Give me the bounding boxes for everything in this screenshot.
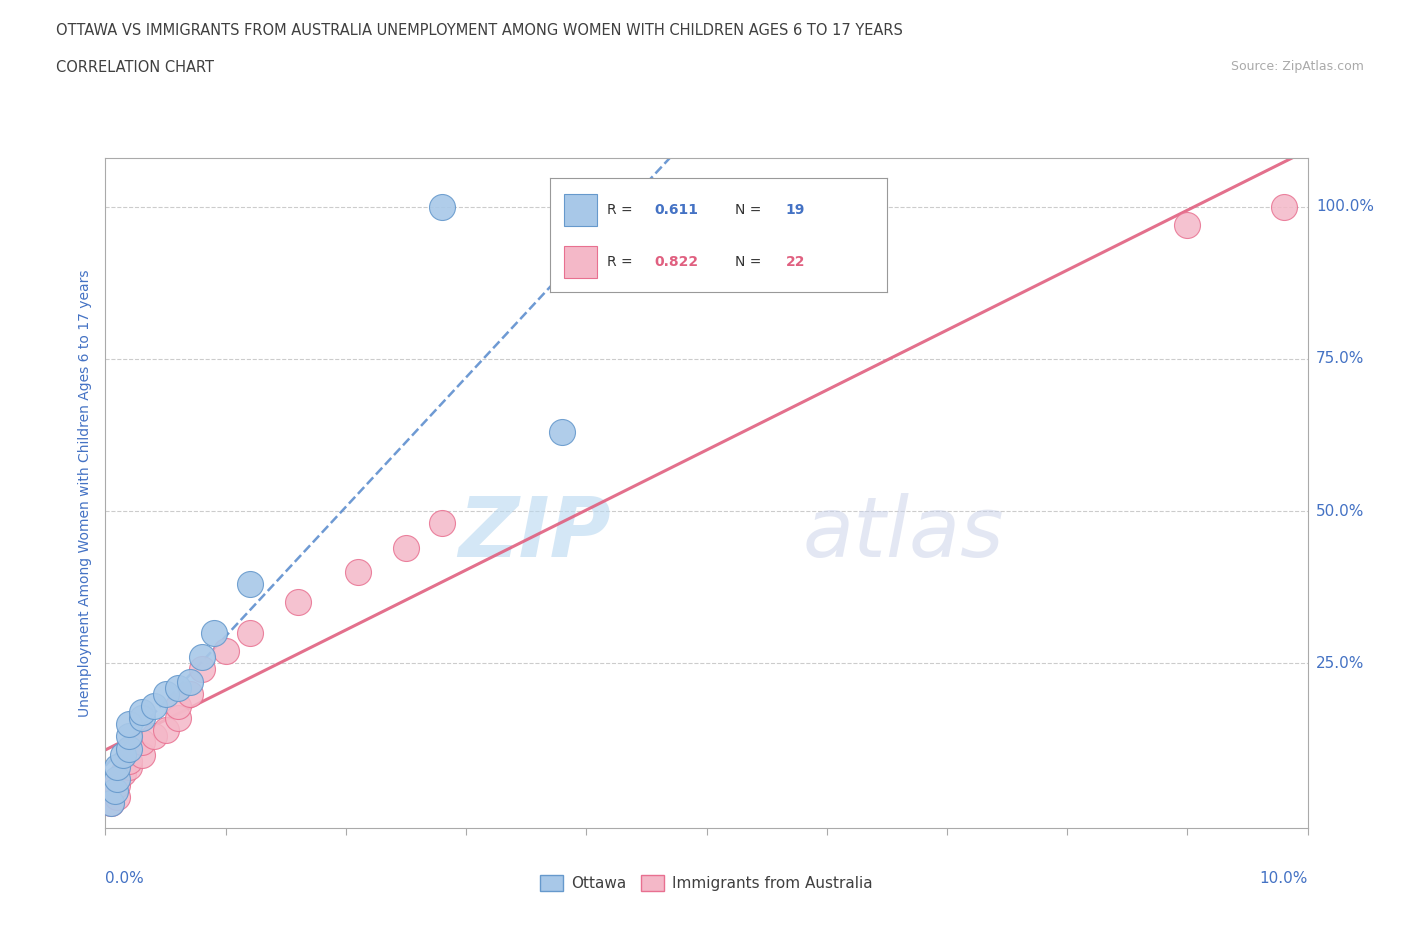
Point bbox=[131, 735, 153, 750]
Text: 100.0%: 100.0% bbox=[1316, 199, 1374, 214]
Point bbox=[179, 686, 201, 701]
Point bbox=[155, 723, 177, 737]
Point bbox=[395, 540, 418, 555]
Point bbox=[100, 796, 122, 811]
Text: CORRELATION CHART: CORRELATION CHART bbox=[56, 60, 214, 75]
Text: OTTAWA VS IMMIGRANTS FROM AUSTRALIA UNEMPLOYMENT AMONG WOMEN WITH CHILDREN AGES : OTTAWA VS IMMIGRANTS FROM AUSTRALIA UNEM… bbox=[56, 23, 903, 38]
Point bbox=[347, 565, 370, 579]
Point bbox=[239, 577, 262, 591]
Point bbox=[131, 747, 153, 762]
Text: 25.0%: 25.0% bbox=[1316, 656, 1364, 671]
Point bbox=[190, 650, 212, 665]
Point bbox=[104, 784, 127, 799]
Point bbox=[202, 626, 225, 641]
Text: 75.0%: 75.0% bbox=[1316, 352, 1364, 366]
Point bbox=[112, 747, 135, 762]
Point bbox=[107, 760, 129, 775]
Point bbox=[179, 674, 201, 689]
Point bbox=[118, 753, 141, 768]
Text: ZIP: ZIP bbox=[458, 493, 610, 574]
Text: Source: ZipAtlas.com: Source: ZipAtlas.com bbox=[1230, 60, 1364, 73]
Point bbox=[131, 705, 153, 720]
Point bbox=[118, 717, 141, 732]
Point bbox=[430, 199, 453, 214]
Point bbox=[107, 790, 129, 804]
Point bbox=[551, 425, 574, 440]
Text: 0.0%: 0.0% bbox=[105, 871, 145, 886]
Legend: Ottawa, Immigrants from Australia: Ottawa, Immigrants from Australia bbox=[534, 869, 879, 897]
Y-axis label: Unemployment Among Women with Children Ages 6 to 17 years: Unemployment Among Women with Children A… bbox=[79, 269, 93, 717]
Text: 50.0%: 50.0% bbox=[1316, 504, 1364, 519]
Point bbox=[430, 516, 453, 531]
Point bbox=[112, 765, 135, 780]
Text: atlas: atlas bbox=[803, 493, 1004, 574]
Point bbox=[100, 796, 122, 811]
Point bbox=[118, 729, 141, 744]
Point bbox=[166, 711, 188, 725]
Point bbox=[107, 777, 129, 792]
Point bbox=[155, 686, 177, 701]
Point bbox=[131, 711, 153, 725]
Point bbox=[142, 698, 165, 713]
Point bbox=[118, 760, 141, 775]
Point bbox=[190, 662, 212, 677]
Point bbox=[214, 644, 236, 658]
Point bbox=[107, 772, 129, 787]
Point bbox=[142, 729, 165, 744]
Point bbox=[287, 595, 309, 610]
Point bbox=[239, 626, 262, 641]
Point bbox=[166, 680, 188, 695]
Point bbox=[1175, 218, 1198, 232]
Point bbox=[118, 741, 141, 756]
Point bbox=[166, 698, 188, 713]
Text: 10.0%: 10.0% bbox=[1260, 871, 1308, 886]
Point bbox=[1272, 199, 1295, 214]
